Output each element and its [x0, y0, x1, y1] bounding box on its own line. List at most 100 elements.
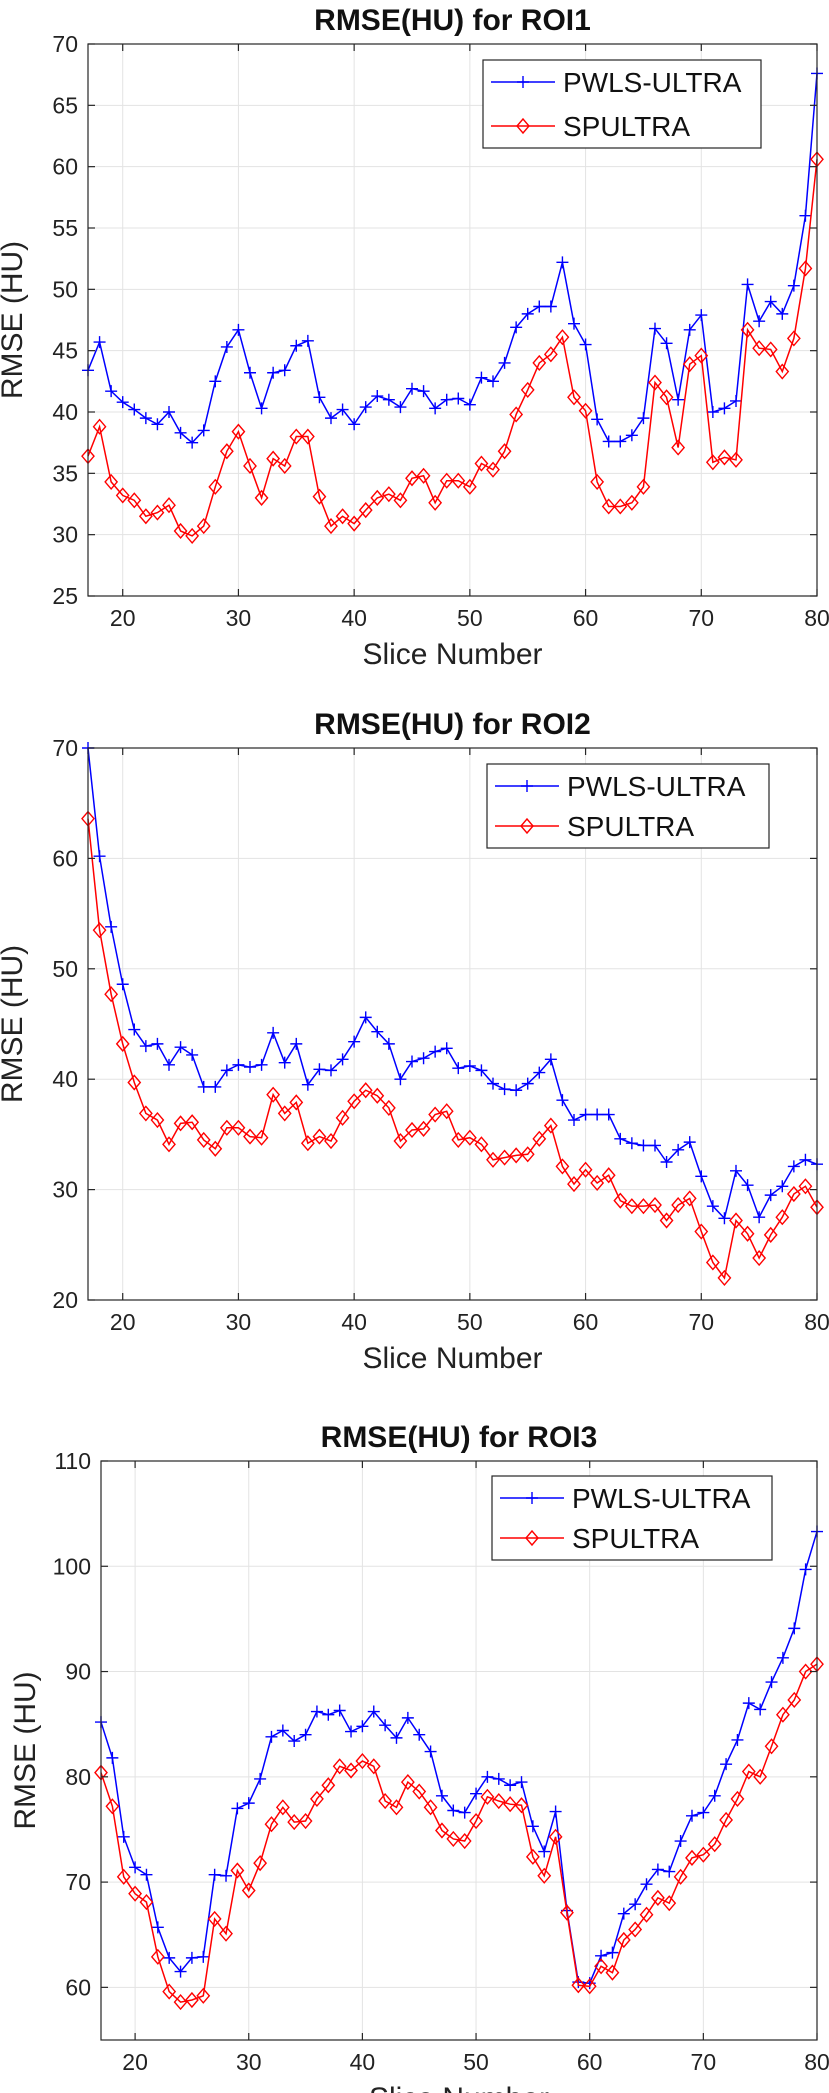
data-point-plus [267, 1026, 280, 1039]
data-point-plus [242, 1797, 255, 1810]
roi1-chart-panel: RMSE(HU) for ROI1 Slice Number RMSE (HU)… [0, 4, 829, 671]
data-point-plus [521, 1077, 534, 1090]
data-point-plus [140, 1868, 153, 1881]
data-point-diamond [763, 341, 778, 358]
data-point-plus [244, 1061, 256, 1074]
data-point-plus [579, 338, 592, 351]
data-point-plus [504, 1779, 517, 1792]
data-point-diamond [613, 498, 628, 515]
y-tick-label: 25 [52, 583, 78, 609]
x-tick-label: 80 [804, 605, 829, 631]
data-point-diamond [127, 492, 142, 509]
data-point-plus [788, 1622, 801, 1635]
data-point-diamond [694, 347, 709, 364]
data-point-plus [556, 1094, 569, 1107]
data-point-diamond [509, 1147, 524, 1164]
data-point-plus [568, 317, 580, 330]
data-point-plus [765, 1676, 778, 1689]
axes-frame [100, 1460, 818, 2041]
y-tick-label: 90 [65, 1659, 91, 1685]
axes-frame [87, 43, 818, 597]
data-point-plus [754, 1703, 767, 1716]
data-point-diamond [264, 1816, 279, 1833]
data-point-plus [406, 382, 418, 395]
data-point-plus [741, 278, 754, 291]
data-point-diamond [451, 472, 466, 489]
data-point-diamond [624, 494, 639, 511]
x-tick-label: 20 [122, 2049, 148, 2075]
y-axis-label: RMSE (HU) [0, 945, 29, 1103]
data-point-diamond [253, 1855, 268, 1872]
data-point-plus [390, 1731, 403, 1744]
data-point-plus [435, 1789, 448, 1802]
data-point-diamond [798, 1178, 813, 1195]
data-point-diamond [104, 473, 119, 490]
data-point-plus [510, 1084, 523, 1097]
data-point-diamond [537, 1867, 552, 1884]
data-point-diamond [115, 1035, 130, 1052]
data-point-plus [672, 393, 685, 406]
legend-label: SPULTRA [567, 811, 694, 842]
data-point-diamond [378, 1792, 393, 1810]
data-point-plus [617, 1907, 630, 1920]
data-point-diamond [300, 428, 315, 445]
y-tick-label: 110 [54, 1448, 91, 1474]
data-point-diamond [230, 1862, 245, 1879]
legend-marker-diamond [525, 1529, 539, 1547]
data-point-plus [278, 1056, 291, 1069]
data-point-diamond [196, 1987, 211, 2004]
data-point-plus [394, 401, 407, 414]
data-point-diamond [624, 1198, 639, 1215]
data-point-plus [313, 1063, 326, 1076]
data-point-plus [764, 1189, 777, 1202]
data-point-diamond [798, 1663, 813, 1680]
data-point-diamond [671, 439, 686, 456]
data-point-plus [174, 426, 187, 439]
data-point-diamond [405, 1121, 419, 1139]
data-point-plus [776, 307, 789, 320]
data-point-diamond [486, 461, 500, 478]
data-point-diamond [509, 406, 524, 423]
data-point-diamond [555, 1158, 570, 1175]
data-point-diamond [277, 1105, 292, 1122]
data-point-plus [685, 1809, 698, 1822]
data-point-diamond [219, 1925, 233, 1942]
data-point-diamond [185, 1114, 200, 1131]
y-tick-label: 70 [52, 31, 78, 57]
data-point-diamond [355, 1752, 370, 1770]
data-point-diamond [115, 487, 130, 504]
data-point-diamond [486, 1151, 500, 1168]
data-point-diamond [786, 1185, 801, 1203]
data-point-diamond [752, 1249, 767, 1267]
data-point-diamond [439, 1103, 454, 1120]
data-point-plus [640, 1878, 653, 1891]
data-point-diamond [590, 1174, 605, 1192]
data-point-diamond [370, 489, 385, 506]
data-point-diamond [162, 1983, 177, 2000]
x-tick-label: 80 [804, 1309, 829, 1335]
data-point-diamond [798, 260, 813, 277]
data-point-plus [128, 1023, 141, 1036]
data-point-plus [139, 1040, 152, 1053]
data-point-diamond [740, 1225, 755, 1242]
data-point-diamond [446, 1830, 461, 1848]
data-point-plus [753, 1211, 766, 1224]
legend-label: SPULTRA [563, 111, 690, 142]
data-point-plus [614, 435, 627, 448]
data-point-plus [186, 1048, 199, 1061]
data-point-diamond [162, 497, 176, 514]
data-point-diamond [705, 1254, 720, 1271]
data-point-plus [440, 393, 453, 406]
data-point-plus [591, 1108, 604, 1121]
data-point-diamond [435, 1822, 449, 1839]
data-point-plus [116, 978, 129, 991]
data-point-diamond [682, 356, 697, 373]
data-point-diamond [636, 1198, 651, 1215]
data-point-plus [538, 1845, 551, 1858]
data-point-plus [359, 1011, 372, 1024]
data-point-diamond [138, 508, 153, 525]
data-point-plus [481, 1770, 494, 1783]
data-point-diamond [423, 1799, 438, 1816]
data-point-plus [382, 1037, 395, 1050]
data-point-diamond [729, 451, 743, 468]
